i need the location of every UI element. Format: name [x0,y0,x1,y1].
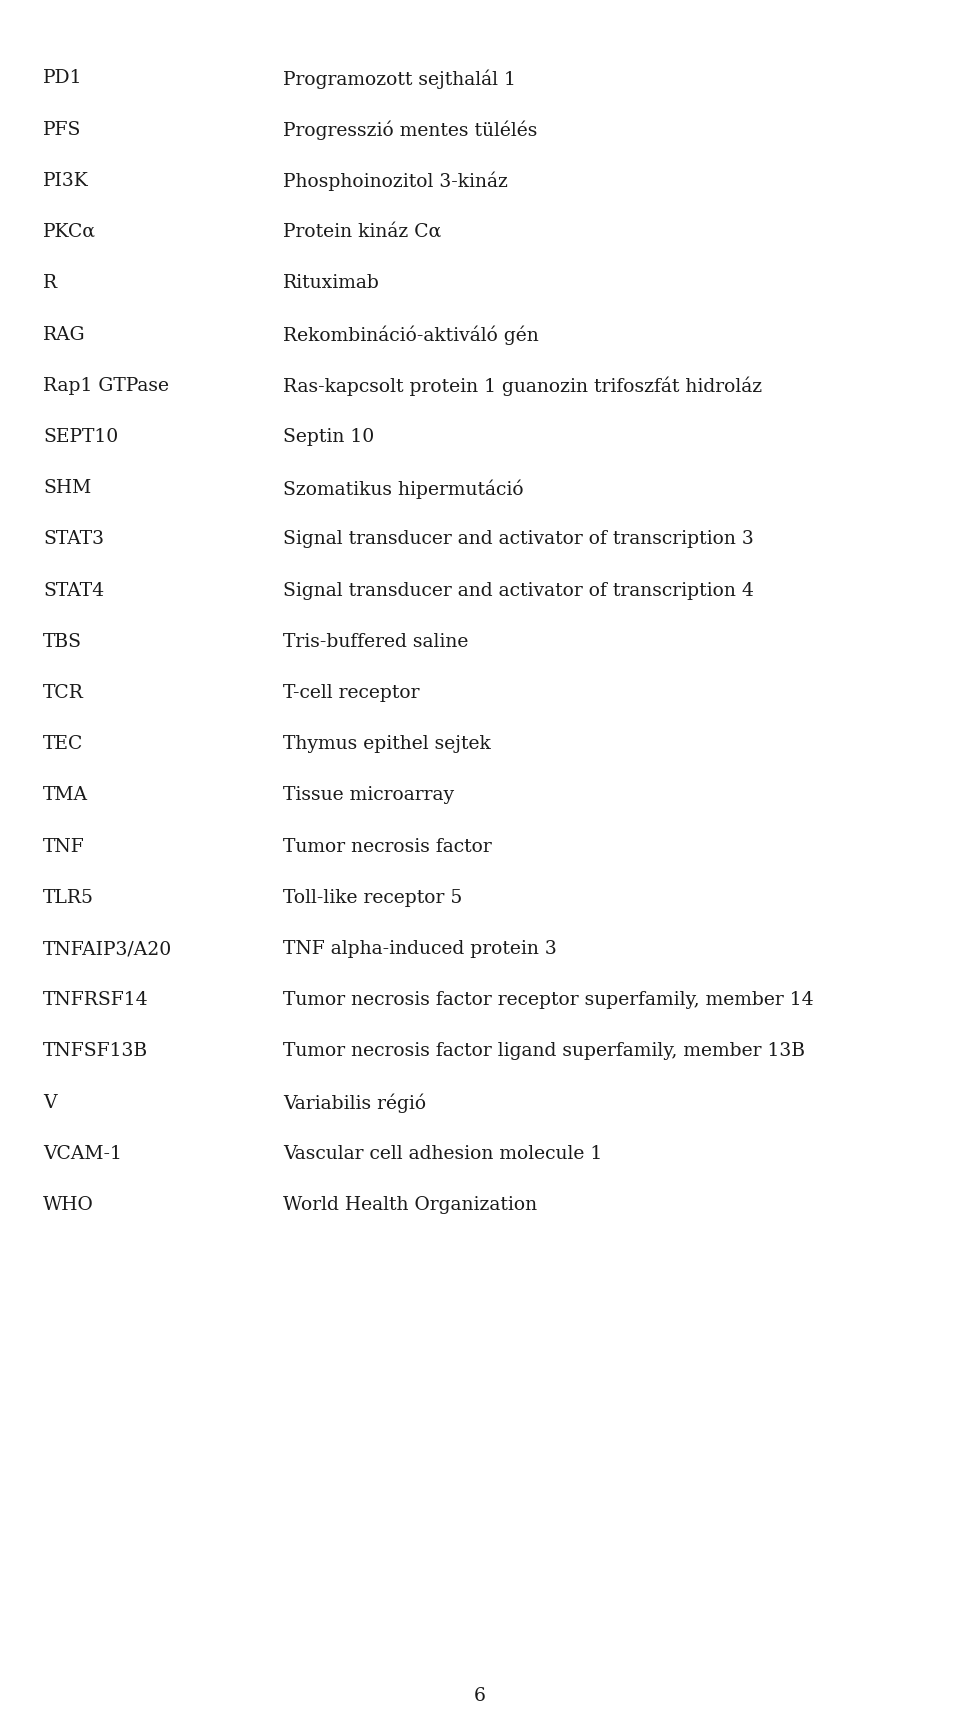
Text: Tris-buffered saline: Tris-buffered saline [283,634,468,651]
Text: Rekombináció-aktiváló gén: Rekombináció-aktiváló gén [283,326,539,345]
Text: Vascular cell adhesion molecule 1: Vascular cell adhesion molecule 1 [283,1146,603,1163]
Text: PI3K: PI3K [43,172,89,189]
Text: TCR: TCR [43,684,84,701]
Text: Programozott sejthalál 1: Programozott sejthalál 1 [283,69,516,89]
Text: Signal transducer and activator of transcription 3: Signal transducer and activator of trans… [283,531,754,549]
Text: Tumor necrosis factor ligand superfamily, member 13B: Tumor necrosis factor ligand superfamily… [283,1042,805,1061]
Text: World Health Organization: World Health Organization [283,1196,538,1213]
Text: Progresszió mentes tülélés: Progresszió mentes tülélés [283,122,538,141]
Text: PD1: PD1 [43,69,83,87]
Text: STAT4: STAT4 [43,582,105,599]
Text: Tumor necrosis factor receptor superfamily, member 14: Tumor necrosis factor receptor superfami… [283,991,814,1009]
Text: Rituximab: Rituximab [283,274,380,292]
Text: Tissue microarray: Tissue microarray [283,786,454,804]
Text: Protein kináz Cα: Protein kináz Cα [283,224,442,241]
Text: TNFAIP3/A20: TNFAIP3/A20 [43,941,173,958]
Text: TNFRSF14: TNFRSF14 [43,991,149,1009]
Text: RAG: RAG [43,326,85,344]
Text: WHO: WHO [43,1196,94,1213]
Text: T-cell receptor: T-cell receptor [283,684,420,701]
Text: Rap1 GTPase: Rap1 GTPase [43,377,169,394]
Text: TNF alpha-induced protein 3: TNF alpha-induced protein 3 [283,941,557,958]
Text: Septin 10: Septin 10 [283,427,374,446]
Text: Thymus epithel sejtek: Thymus epithel sejtek [283,736,491,753]
Text: V: V [43,1094,57,1111]
Text: SHM: SHM [43,479,91,496]
Text: TNFSF13B: TNFSF13B [43,1042,149,1061]
Text: R: R [43,274,58,292]
Text: Phosphoinozitol 3-kináz: Phosphoinozitol 3-kináz [283,172,508,191]
Text: TEC: TEC [43,736,84,753]
Text: Szomatikus hipermutáció: Szomatikus hipermutáció [283,479,524,498]
Text: STAT3: STAT3 [43,531,105,549]
Text: Ras-kapcsolt protein 1 guanozin trifoszfát hidroláz: Ras-kapcsolt protein 1 guanozin trifoszf… [283,377,762,396]
Text: 6: 6 [474,1687,486,1705]
Text: Signal transducer and activator of transcription 4: Signal transducer and activator of trans… [283,582,754,599]
Text: TBS: TBS [43,634,83,651]
Text: Variabilis régió: Variabilis régió [283,1094,426,1113]
Text: TMA: TMA [43,786,88,804]
Text: VCAM-1: VCAM-1 [43,1146,122,1163]
Text: Tumor necrosis factor: Tumor necrosis factor [283,838,492,856]
Text: TLR5: TLR5 [43,889,94,906]
Text: PKCα: PKCα [43,224,96,241]
Text: SEPT10: SEPT10 [43,427,118,446]
Text: PFS: PFS [43,122,82,139]
Text: Toll-like receptor 5: Toll-like receptor 5 [283,889,463,906]
Text: TNF: TNF [43,838,84,856]
